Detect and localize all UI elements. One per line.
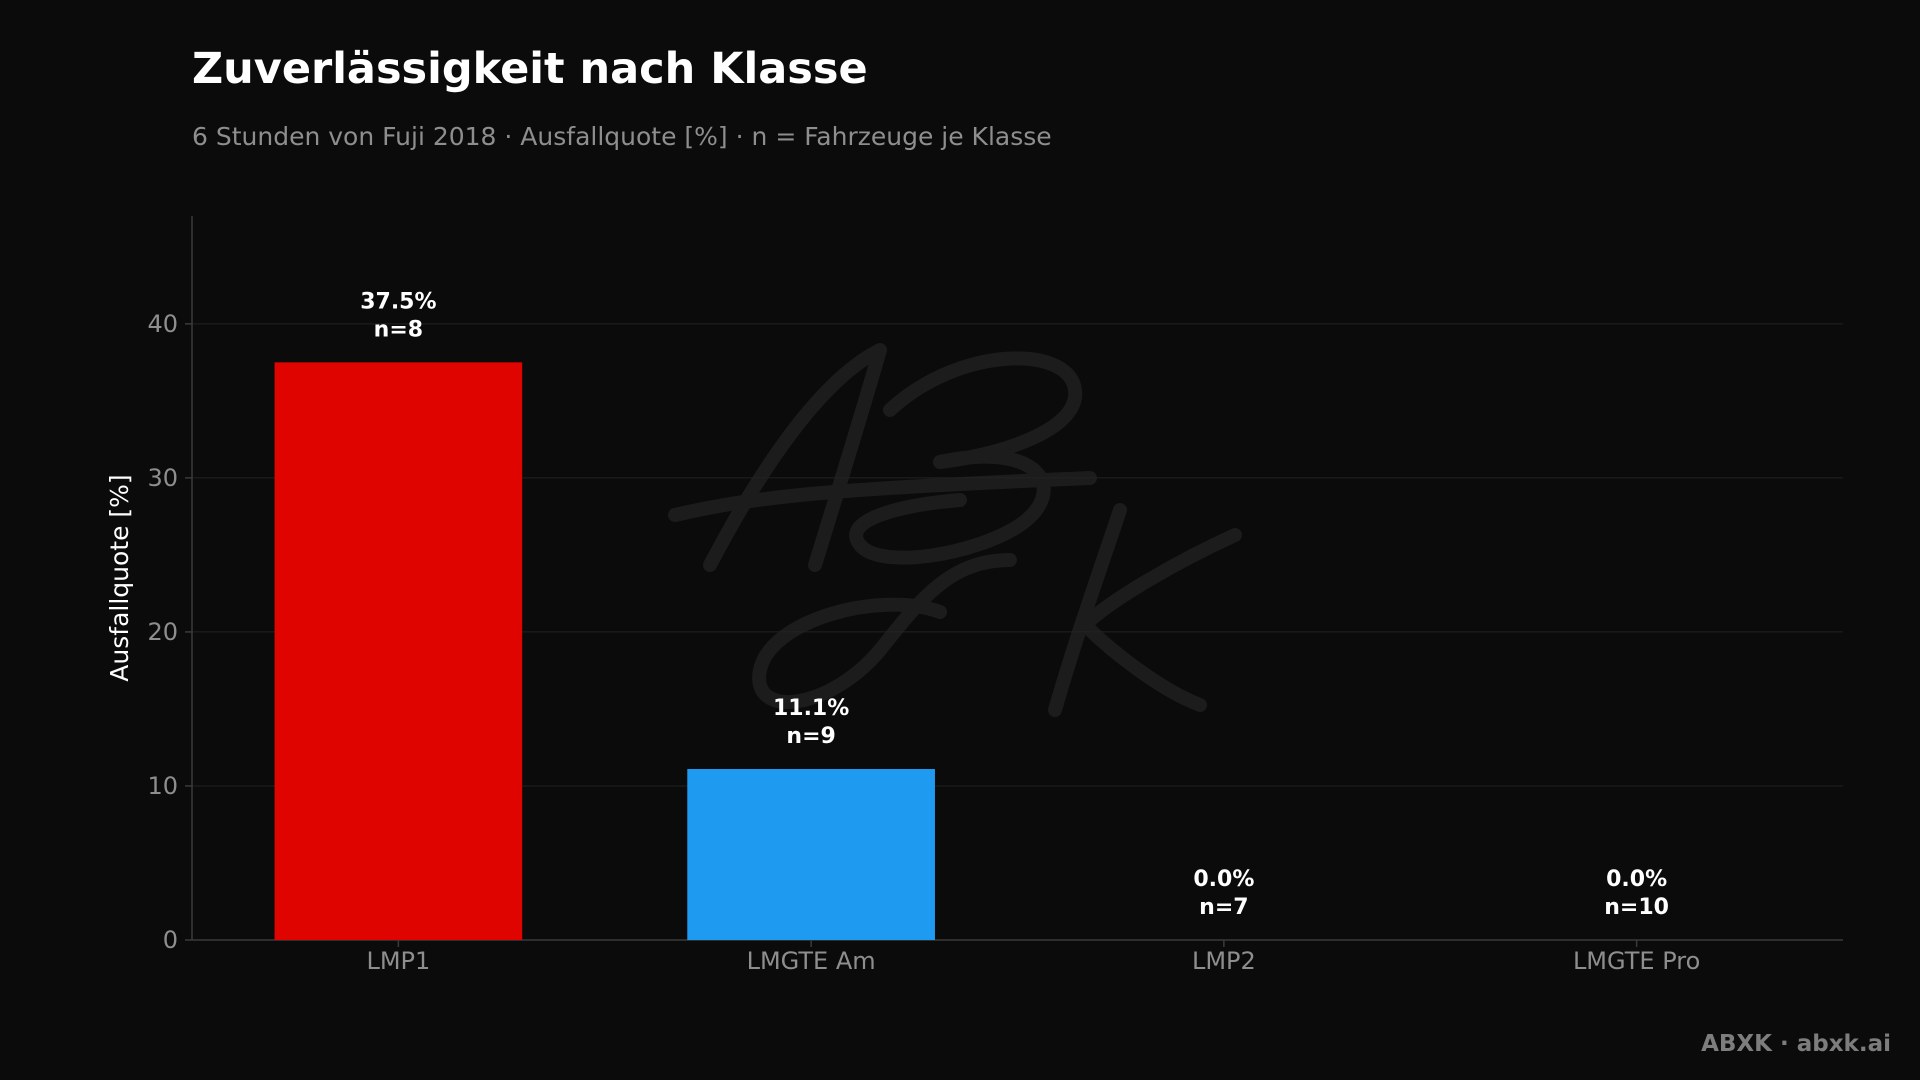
bar-lmp1 (274, 362, 523, 940)
count-label: n=10 (1604, 895, 1669, 920)
chart-subtitle: 6 Stunden von Fuji 2018 · Ausfallquote [… (192, 122, 1052, 151)
axes: 0 10 20 30 40 LMP1 LMGTE Am LMP2 LMGTE Pro (147, 216, 1843, 975)
count-label: n=7 (1199, 895, 1248, 920)
y-tick-label: 40 (147, 310, 178, 338)
count-label: n=9 (786, 724, 835, 749)
y-tick-label: 30 (147, 464, 178, 492)
value-label: 0.0% (1606, 867, 1667, 892)
y-axis-label: Ausfallquote [%] (105, 474, 134, 681)
x-tick-label: LMGTE Am (747, 947, 876, 975)
x-tick-label: LMGTE Pro (1573, 947, 1700, 975)
bars (274, 362, 935, 940)
bar-lmgte-am (687, 769, 935, 940)
y-tick-label: 20 (147, 618, 178, 646)
x-tick-label: LMP2 (1192, 947, 1256, 975)
value-label: 11.1% (773, 696, 849, 721)
value-label: 0.0% (1193, 867, 1254, 892)
x-tick-label: LMP1 (366, 947, 430, 975)
y-tick-label: 0 (163, 926, 178, 954)
data-labels: 37.5% n=8 11.1% n=9 0.0% n=7 0.0% n=10 (360, 289, 1669, 920)
y-tick-label: 10 (147, 772, 178, 800)
chart-title: Zuverlässigkeit nach Klasse (192, 44, 868, 94)
watermark-logo (668, 343, 1242, 717)
value-label: 37.5% (360, 289, 436, 314)
count-label: n=8 (374, 317, 423, 342)
brand-footer: ABXK · abxk.ai (1701, 1031, 1891, 1057)
